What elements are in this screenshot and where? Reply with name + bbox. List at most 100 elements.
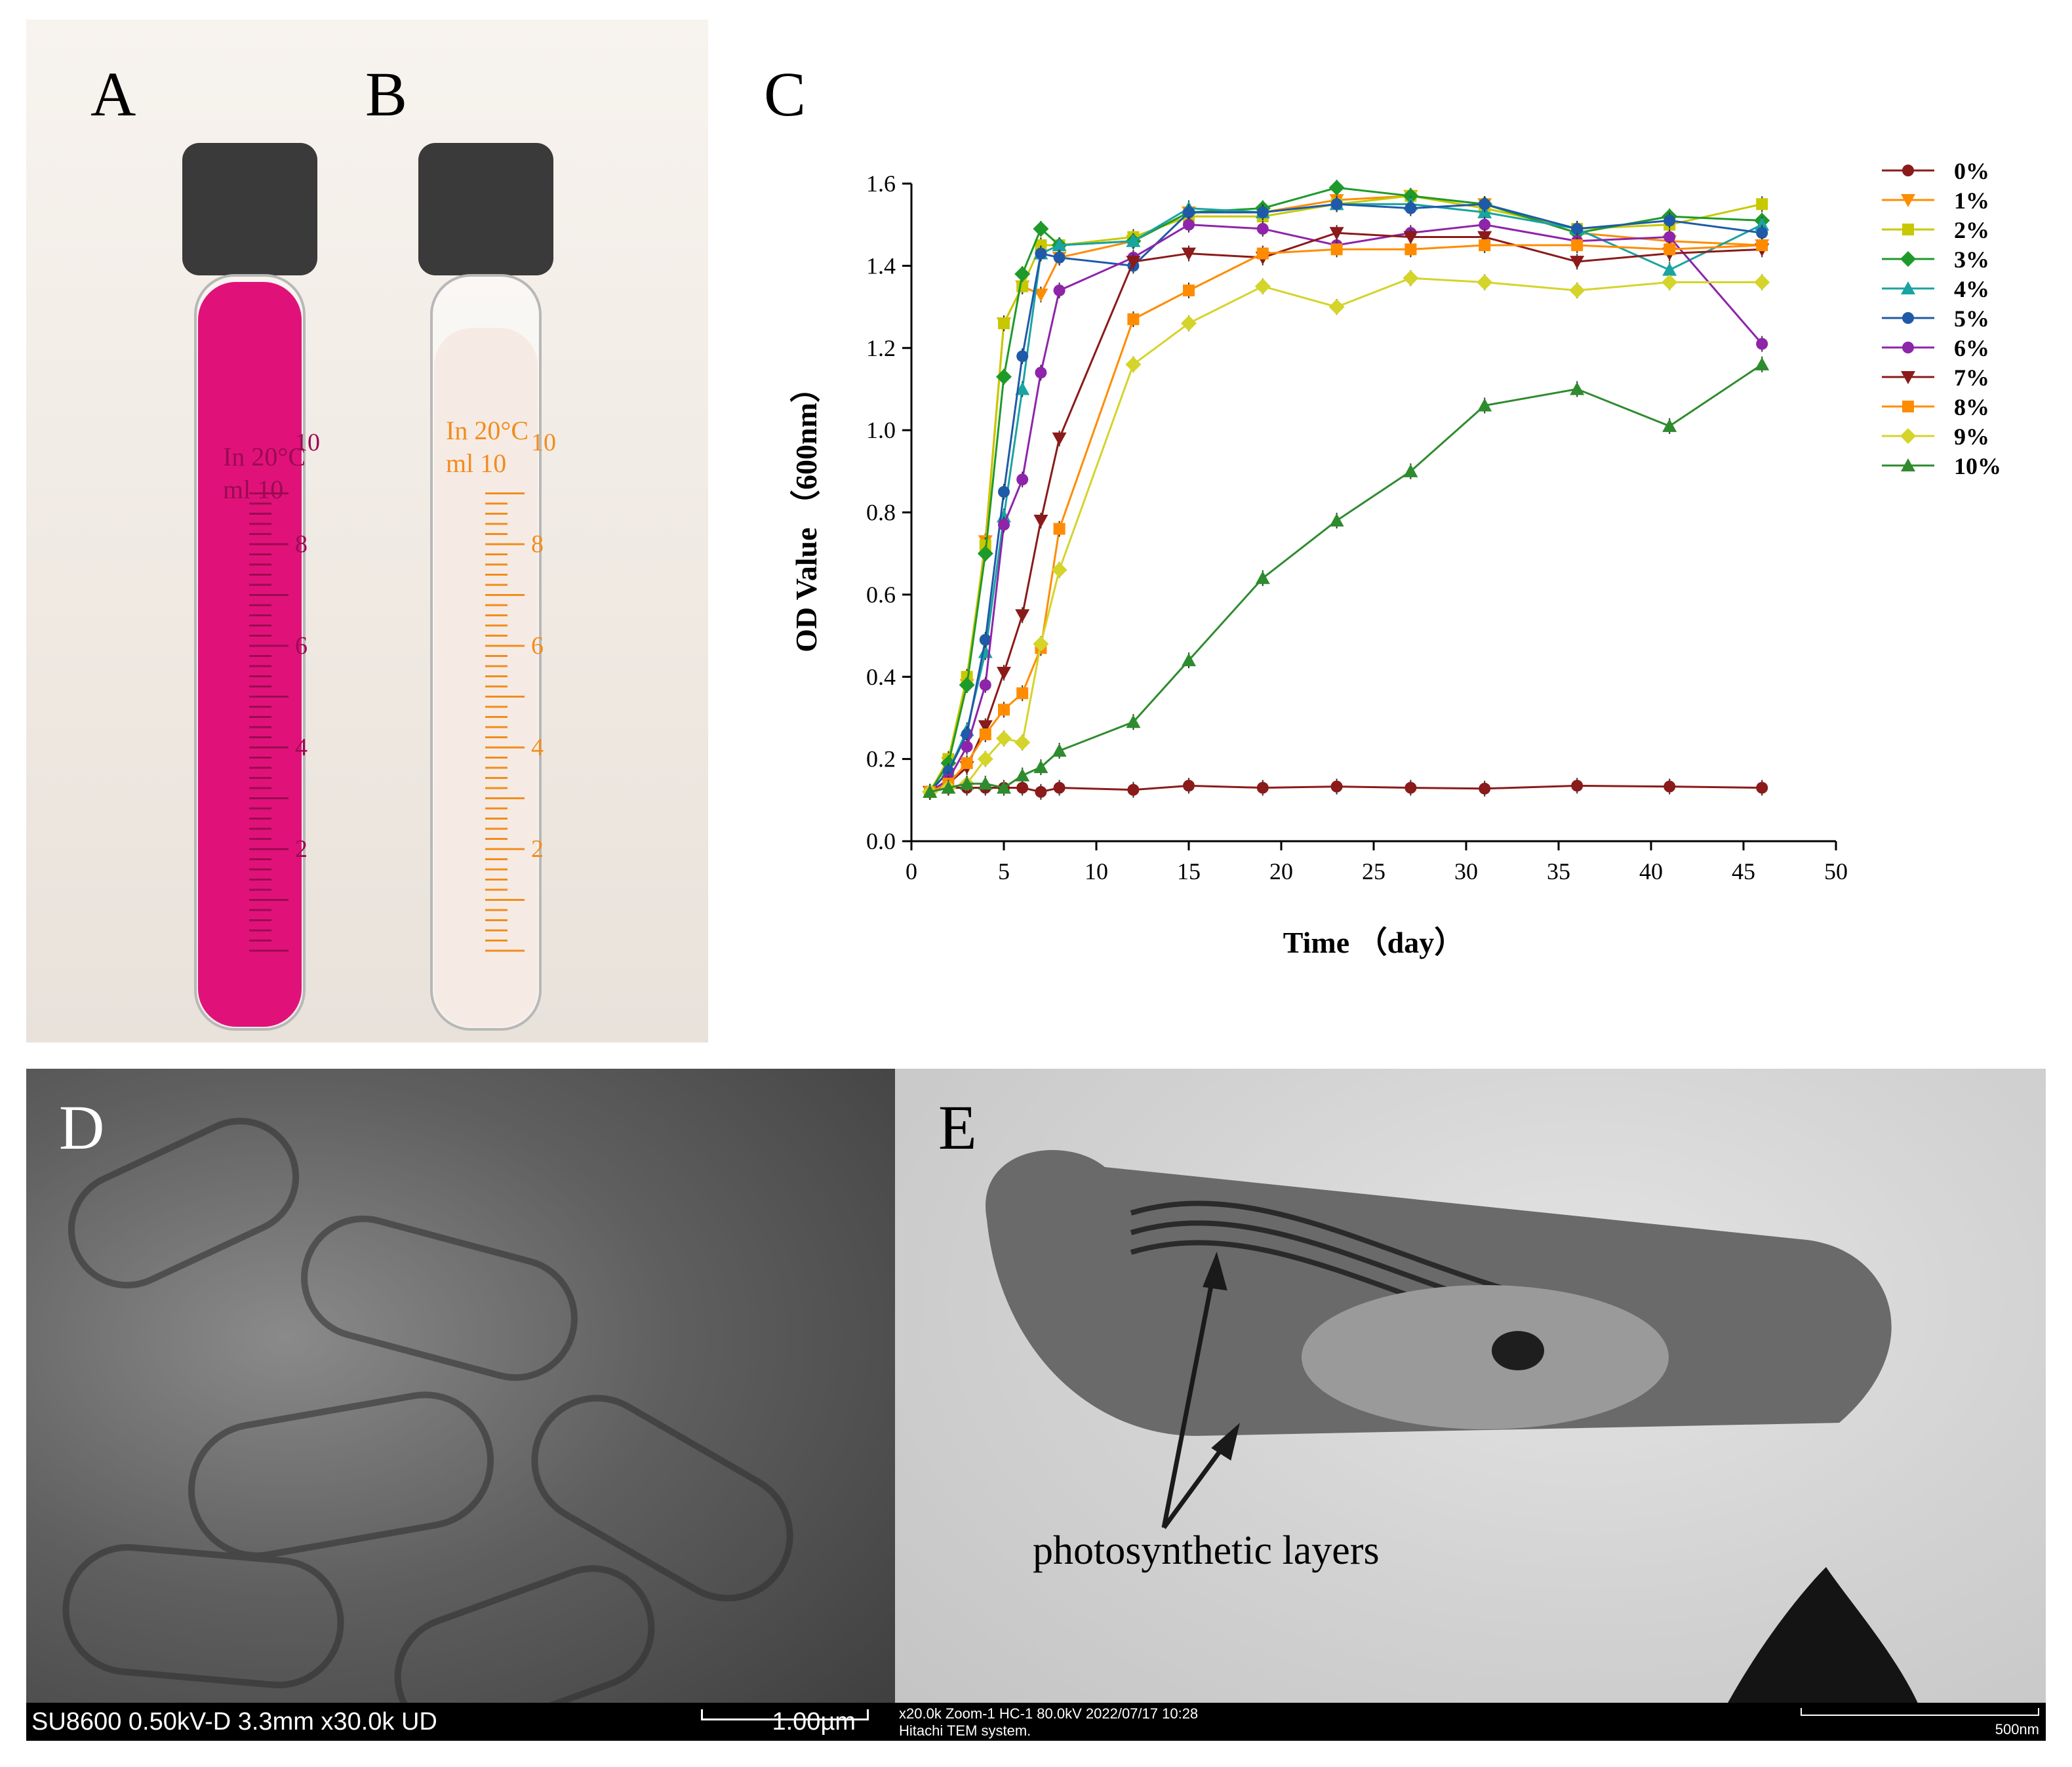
- data-point: [1571, 222, 1584, 235]
- x-tick-label: 10: [1085, 858, 1108, 884]
- series-5pct: [924, 196, 1768, 800]
- data-point: [1182, 653, 1196, 667]
- data-point: [1330, 198, 1343, 210]
- panel-label-b: B: [365, 59, 408, 129]
- series-0pct: [924, 778, 1768, 800]
- legend-marker-5pct: [1902, 312, 1914, 324]
- data-point: [1035, 239, 1047, 252]
- sem-texture: [62, 1117, 793, 1739]
- tem-texture: [986, 1150, 1931, 1741]
- data-point: [1405, 782, 1417, 794]
- legend-marker-9pct: [1900, 428, 1916, 444]
- tube-b-cap: [418, 143, 553, 275]
- y-tick-label: 1.6: [866, 170, 896, 197]
- data-point: [1403, 270, 1419, 287]
- sem-info-text: SU8600 0.50kV-D 3.3mm x30.0k UD: [31, 1708, 437, 1736]
- data-point: [1405, 202, 1417, 214]
- data-point: [1016, 687, 1029, 700]
- x-tick-label: 15: [1177, 858, 1201, 884]
- tubes-photograph: In 20°C ml 10 2 4 6 8 10 In 20°C ml 10 2 4 6 8 1…: [26, 20, 708, 1042]
- y-tick-label: 0.6: [866, 582, 896, 608]
- data-point: [1403, 464, 1418, 477]
- data-point: [1255, 570, 1270, 584]
- y-tick-label: 0.4: [866, 664, 896, 690]
- photosynthetic-layers-label: photosynthetic layers: [1033, 1528, 1380, 1573]
- data-point: [1662, 262, 1677, 276]
- data-point: [1662, 274, 1678, 290]
- data-point: [1664, 214, 1676, 227]
- panel-label-c: C: [764, 59, 807, 129]
- data-point: [979, 728, 991, 741]
- shadow-blob: [1708, 1567, 1931, 1741]
- data-point: [1756, 782, 1768, 794]
- chart-axes: 0 5 10 15 20 25 30 35 40 45 50 0.0 0.2 0.4 0.6 0.8 1.0 1.…: [866, 170, 1848, 884]
- tem-info-line1: x20.0k Zoom-1 HC-1 80.0kV 2022/07/17 10:…: [899, 1705, 1199, 1722]
- data-point: [1330, 243, 1343, 256]
- data-point: [1183, 206, 1195, 218]
- data-point: [1256, 222, 1269, 235]
- legend-marker-4pct: [1901, 281, 1915, 294]
- data-point: [1126, 256, 1141, 269]
- panel-label-a: A: [90, 59, 136, 129]
- data-point: [1328, 180, 1345, 196]
- tem-scale-label: 500nm: [1995, 1721, 2039, 1737]
- tem-info-bar: x20.0k Zoom-1 HC-1 80.0kV 2022/07/17 10:…: [895, 1703, 2046, 1741]
- legend-marker-8pct: [1902, 401, 1914, 412]
- data-point: [1182, 247, 1196, 261]
- y-tick-label: 0.8: [866, 500, 896, 526]
- series-1pct: [923, 188, 1770, 800]
- chart-legend: 0% 1% 2% 3% 4% 5% 6% 7% 8% 9% 10%: [1882, 158, 2001, 479]
- data-point: [1053, 782, 1066, 794]
- data-point: [1664, 231, 1676, 243]
- data-point: [1052, 238, 1067, 252]
- data-point: [998, 486, 1010, 498]
- data-point: [1330, 780, 1343, 793]
- panel-label-d: D: [59, 1092, 105, 1162]
- tube-a-graduation-label: 4: [295, 734, 308, 761]
- legend-label-9pct: 9%: [1954, 424, 1989, 450]
- data-point: [1256, 782, 1269, 794]
- data-point: [1756, 227, 1768, 239]
- data-point: [1403, 188, 1419, 204]
- data-point: [1014, 734, 1031, 751]
- tube-a: In 20°C ml 10 2 4 6 8 10: [182, 143, 320, 1031]
- tube-b-graduation-label: 8: [531, 530, 544, 558]
- data-point: [1033, 288, 1048, 302]
- data-point: [1053, 523, 1066, 535]
- data-point: [1052, 744, 1067, 757]
- data-point: [1052, 432, 1067, 446]
- data-point: [1014, 266, 1031, 282]
- legend-label-7pct: 7%: [1954, 365, 1989, 391]
- series-10pct: [923, 356, 1770, 800]
- data-point: [998, 317, 1010, 330]
- legend-label-0pct: 0%: [1954, 158, 1989, 184]
- legend-label-3pct: 3%: [1954, 247, 1989, 273]
- panel-label-e: E: [938, 1092, 977, 1162]
- data-point: [1479, 239, 1491, 252]
- series-4pct: [923, 196, 1770, 800]
- data-point: [1016, 280, 1029, 292]
- y-tick-label: 1.4: [866, 252, 896, 279]
- data-point: [1570, 382, 1585, 395]
- data-point: [1571, 239, 1584, 252]
- data-point: [1756, 198, 1768, 210]
- legend-label-6pct: 6%: [1954, 335, 1989, 361]
- legend-marker-0pct: [1902, 165, 1914, 176]
- data-point: [978, 776, 993, 790]
- data-point: [1015, 768, 1030, 782]
- legend-label-1pct: 1%: [1954, 188, 1989, 214]
- legend-label-8pct: 8%: [1954, 394, 1989, 420]
- data-point: [1183, 780, 1195, 792]
- data-point: [977, 751, 993, 767]
- data-point: [1033, 220, 1049, 237]
- legend-marker-7pct: [1901, 371, 1915, 384]
- sem-scale-bar: [701, 1709, 869, 1720]
- data-point: [1053, 284, 1066, 296]
- data-point: [1403, 231, 1418, 245]
- data-point: [1405, 243, 1417, 256]
- tem-scale-bar: [1801, 1708, 2039, 1716]
- x-tick-label: 45: [1732, 858, 1755, 884]
- data-point: [1016, 782, 1029, 794]
- data-point: [1256, 206, 1269, 218]
- data-point: [1015, 382, 1030, 395]
